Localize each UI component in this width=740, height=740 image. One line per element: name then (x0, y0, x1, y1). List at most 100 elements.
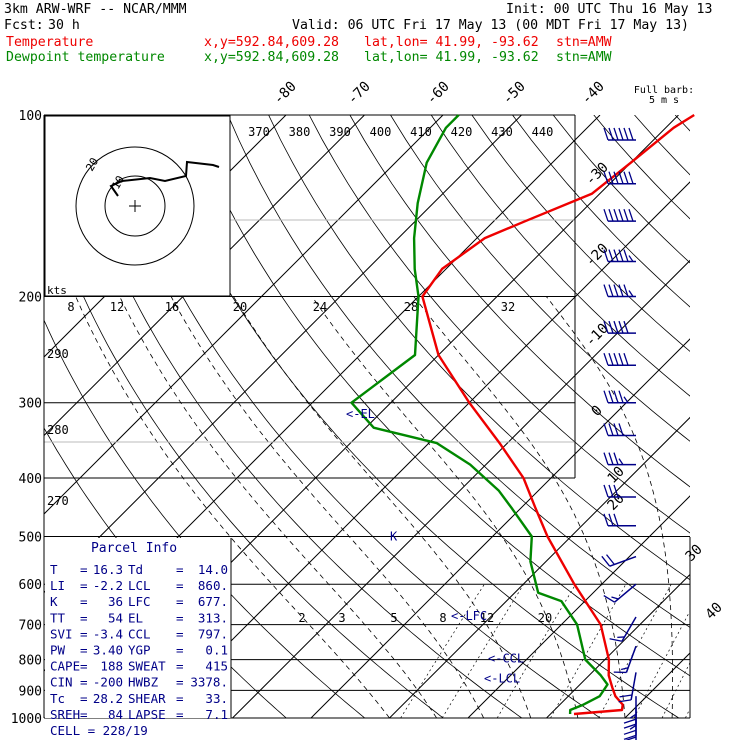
wind-barb-flag-300-3 (618, 390, 624, 403)
hodograph: 20 10 kts (44, 115, 231, 297)
parcel-eq-right-0: = (176, 562, 184, 577)
parcel-value-lfc: 677. (198, 594, 228, 609)
parcel-value-pw: 3.40 (93, 643, 123, 658)
pressure-label-900: 900 (19, 684, 42, 699)
moist-adiabat-26 (545, 296, 673, 718)
dewpoint-trace (350, 114, 609, 715)
parcel-info-box: Parcel Info T = 16.3 Td = 14.0 LI = -2.2 LCL = 860. K… (45, 538, 232, 738)
isotherm-label--70: -70 (345, 79, 374, 108)
moist-adiabat-8 (233, 296, 532, 718)
parcel-value-svi: -3.4 (93, 626, 123, 641)
parcel-eq-right-3: = (176, 610, 184, 625)
moist-adiabat-14 (311, 296, 579, 718)
wind-barb-flag-110-5 (628, 127, 634, 141)
full-barb-units: 5 m s (649, 95, 679, 106)
parcel-value-shear: 33. (205, 691, 228, 706)
wind-barb-flag-110-0 (603, 127, 609, 141)
parcel-eq-left-0: = (80, 562, 88, 577)
wind-barb-960 (623, 707, 637, 740)
parcel-value-cin: -200 (93, 675, 123, 690)
wind-barb-flag-260-2 (613, 353, 619, 366)
wind-barb-flag-200-4 (623, 284, 629, 297)
level-label-ccl: <-CCL (488, 652, 524, 666)
wind-barb-flag-260-3 (618, 353, 624, 366)
parcel-eq-right-1: = (176, 578, 184, 593)
parcel-value-hwbz: 3378. (190, 675, 228, 690)
mixing-ratio-label-16: 16 (165, 300, 179, 314)
wind-barb-flag-175-0 (603, 249, 609, 262)
isotherm-30 (704, 115, 740, 718)
wind-barb-flag-175-5 (628, 255, 634, 262)
mixing-ratio-label-32: 32 (501, 300, 515, 314)
parcel-eq-right-7: = (176, 675, 184, 690)
wind-barb-230 (603, 320, 636, 334)
parcel-key-lfc: LFC (128, 594, 151, 609)
wind-barb-flag-480-0 (603, 513, 609, 526)
parcel-value-cape: 188 (100, 659, 123, 674)
temperature-trace (421, 113, 695, 716)
dry-adiabat-280 (64, 115, 523, 718)
parcel-eq-left-6: = (80, 659, 88, 674)
dry-adiabat-310 (186, 115, 690, 677)
wind-barb-flag-150-3 (618, 208, 624, 222)
parcel-value-el: 313. (198, 610, 228, 625)
parcel-key-el: EL (128, 610, 143, 625)
wind-barb-flag-130-5 (628, 171, 634, 184)
dry-adiabat-380 (471, 115, 690, 352)
theta-side-label-280: 280 (47, 423, 69, 437)
moist-adiabat--10 (75, 296, 390, 718)
parcel-eq-left-4: = (80, 626, 88, 641)
mixing-ratio-20 (661, 661, 690, 718)
parcel-key-ygp: YGP (128, 643, 151, 658)
dry-adiabat-340 (308, 115, 690, 534)
wind-barb-flag-300-1 (608, 390, 614, 403)
parcel-key-ccl: CCL (128, 626, 151, 641)
forecast-hour: 30 h (48, 18, 80, 33)
theta-label-370: 370 (248, 125, 270, 139)
mixing-ratio-label-12: 12 (110, 300, 124, 314)
parcel-info-background (45, 538, 231, 718)
theta-label-410: 410 (410, 125, 432, 139)
parcel-info-title: Parcel Info (91, 541, 177, 556)
wind-barb-flag-110-1 (608, 127, 614, 141)
wind-barb-flag-175-1 (608, 249, 614, 262)
wind-barb-flag-230-3 (618, 320, 624, 334)
wind-barb-flag-340-3 (618, 423, 624, 436)
parcel-cell: CELL = 228/19 (50, 723, 148, 738)
pressure-label-800: 800 (19, 654, 42, 669)
wind-barb-flag-260-4 (623, 353, 629, 366)
pressure-label-400: 400 (19, 472, 42, 487)
parcel-eq-right-8: = (176, 691, 184, 706)
wind-barb-flag-260-1 (608, 353, 614, 366)
wind-barb-flag-230-1 (608, 320, 614, 334)
parcel-eq-right-9: = (176, 707, 184, 722)
wind-barb-flag-110-4 (623, 127, 629, 141)
pressure-label-600: 600 (19, 578, 42, 593)
dewpoint-xy: x,y=592.84,609.28 (204, 50, 339, 65)
hodograph-ring-label-20: 20 (83, 156, 101, 174)
parcel-eq-left-8: = (80, 691, 88, 706)
wind-barb-flag-200-0 (603, 284, 609, 297)
parcel-value-td: 14.0 (198, 562, 228, 577)
isotherm-label-20: 20 (605, 491, 628, 514)
parcel-key-shear: SHEAR (128, 691, 166, 706)
moist-adiabat--4 (119, 296, 437, 718)
mixing-ratio-32 (723, 584, 740, 718)
parcel-key-pw: PW (50, 643, 66, 658)
parcel-eq-left-3: = (80, 610, 88, 625)
wind-barb-flag-175-2 (613, 249, 619, 262)
parcel-key-k: K (50, 594, 58, 609)
isotherm--80 (44, 115, 444, 515)
isotherm-label-30: 30 (683, 542, 706, 565)
pressure-label-100: 100 (19, 109, 42, 124)
parcel-eq-right-2: = (176, 594, 184, 609)
wind-barb-flag-480-1 (608, 513, 614, 526)
isotherm-label--10: -10 (583, 321, 612, 350)
parcel-key-sweat: SWEAT (128, 659, 166, 674)
parcel-key-tc: Tc (50, 691, 65, 706)
wind-barb-flag-960-2 (629, 724, 637, 730)
isotherm-0 (467, 495, 690, 718)
isotherm-label--60: -60 (424, 79, 453, 108)
mixing-ratio-label-24: 24 (313, 300, 327, 314)
